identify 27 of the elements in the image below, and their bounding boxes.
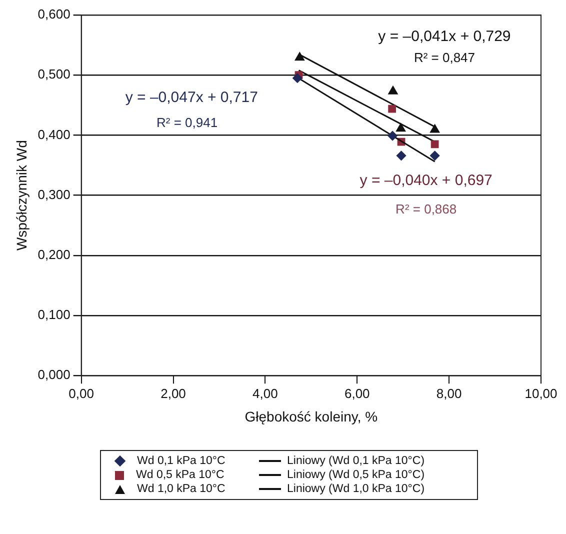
x-tick-label: 4,00 xyxy=(252,386,278,401)
y-tick-label: 0,400 xyxy=(38,126,70,142)
y-tick-label: 0,000 xyxy=(38,367,70,382)
y-tick-label: 0,100 xyxy=(38,307,70,322)
x-axis-title: Głębokość koleiny, % xyxy=(244,408,378,424)
x-tick-label: 8,00 xyxy=(436,386,462,401)
x-tick-label: 2,00 xyxy=(160,386,186,401)
legend-label: Wd 0,1 kPa 10°C xyxy=(137,455,226,467)
legend-label: Wd 1,0 kPa 10°C xyxy=(137,483,226,495)
y-tick-label: 0,200 xyxy=(38,246,70,262)
y-tick-label: 0,300 xyxy=(38,186,70,202)
y-tick-label: 0,600 xyxy=(38,6,70,22)
legend-label: Liniowy (Wd 1,0 kPa 10°C) xyxy=(287,483,425,495)
annotation: R² = 0,941 xyxy=(156,114,218,130)
annotation: y = –0,041x + 0,729 xyxy=(378,28,511,45)
x-tick-label: 0,00 xyxy=(68,386,94,401)
x-tick-label: 6,00 xyxy=(344,386,370,401)
legend-label: Liniowy (Wd 0,5 kPa 10°C) xyxy=(287,469,425,481)
x-tick-label: 10,00 xyxy=(524,386,558,401)
y-axis-title: Współczynnik Wd xyxy=(13,140,30,251)
annotation: R² = 0,868 xyxy=(396,201,457,216)
annotation: R² = 0,847 xyxy=(414,50,476,65)
annotation: y = –0,040x + 0,697 xyxy=(360,172,492,190)
legend-label: Liniowy (Wd 0,1 kPa 10°C) xyxy=(287,455,425,467)
annotation: y = –0,047x + 0,717 xyxy=(125,89,258,106)
legend-label: Wd 0,5 kPa 10°C xyxy=(136,469,224,481)
y-tick-label: 0,500 xyxy=(38,66,70,82)
